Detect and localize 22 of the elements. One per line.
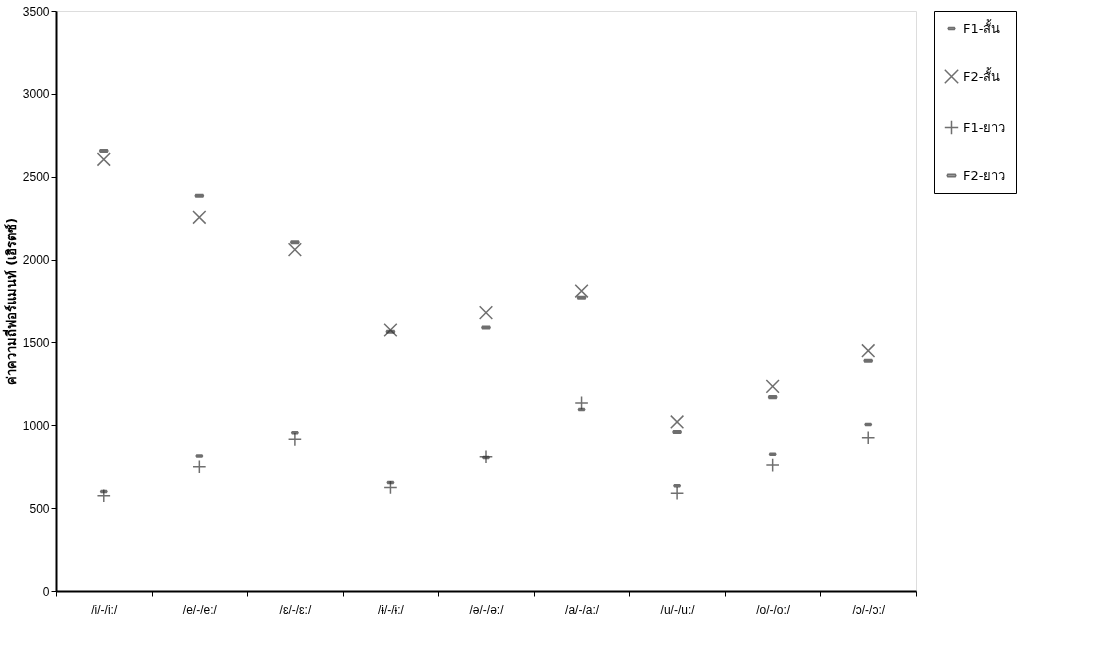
legend-label: F1-ยาว (963, 119, 1006, 135)
y-tick-label: 1500 (22, 335, 50, 350)
y-tick-label: 1000 (22, 418, 50, 433)
legend-label: F2-สั้น (963, 66, 1001, 84)
legend-label: F2-ยาว (963, 167, 1006, 183)
y-tick-label: 2000 (22, 253, 50, 268)
x-tick-label: /ɛ/-/ɛ:/ (279, 602, 312, 617)
legend-label: F1-สั้น (963, 18, 1001, 36)
y-tick-label: 3000 (22, 87, 50, 102)
x-tick-label: /a/-/a:/ (565, 602, 600, 617)
x-tick-label: /ə/-/ə:/ (469, 602, 505, 617)
x-tick-label: /ɔ/-/ɔ:/ (852, 602, 886, 617)
x-tick-label: /u/-/u:/ (660, 602, 696, 617)
y-tick-label: 3500 (22, 4, 50, 19)
y-tick-label: 0 (42, 584, 50, 599)
y-axis-title: ค่าความถี่ฟอร์แมนท์ (เฮิรตซ์) (1, 217, 19, 386)
y-tick-label: 500 (29, 501, 50, 516)
x-tick-label: /ɨ/-/ɨ:/ (377, 602, 405, 617)
y-tick-label: 2500 (22, 170, 50, 185)
x-tick-label: /e/-/e:/ (182, 602, 218, 617)
x-tick-label: /i/-/i:/ (91, 602, 118, 617)
x-tick-label: /o/-/o:/ (756, 602, 791, 617)
